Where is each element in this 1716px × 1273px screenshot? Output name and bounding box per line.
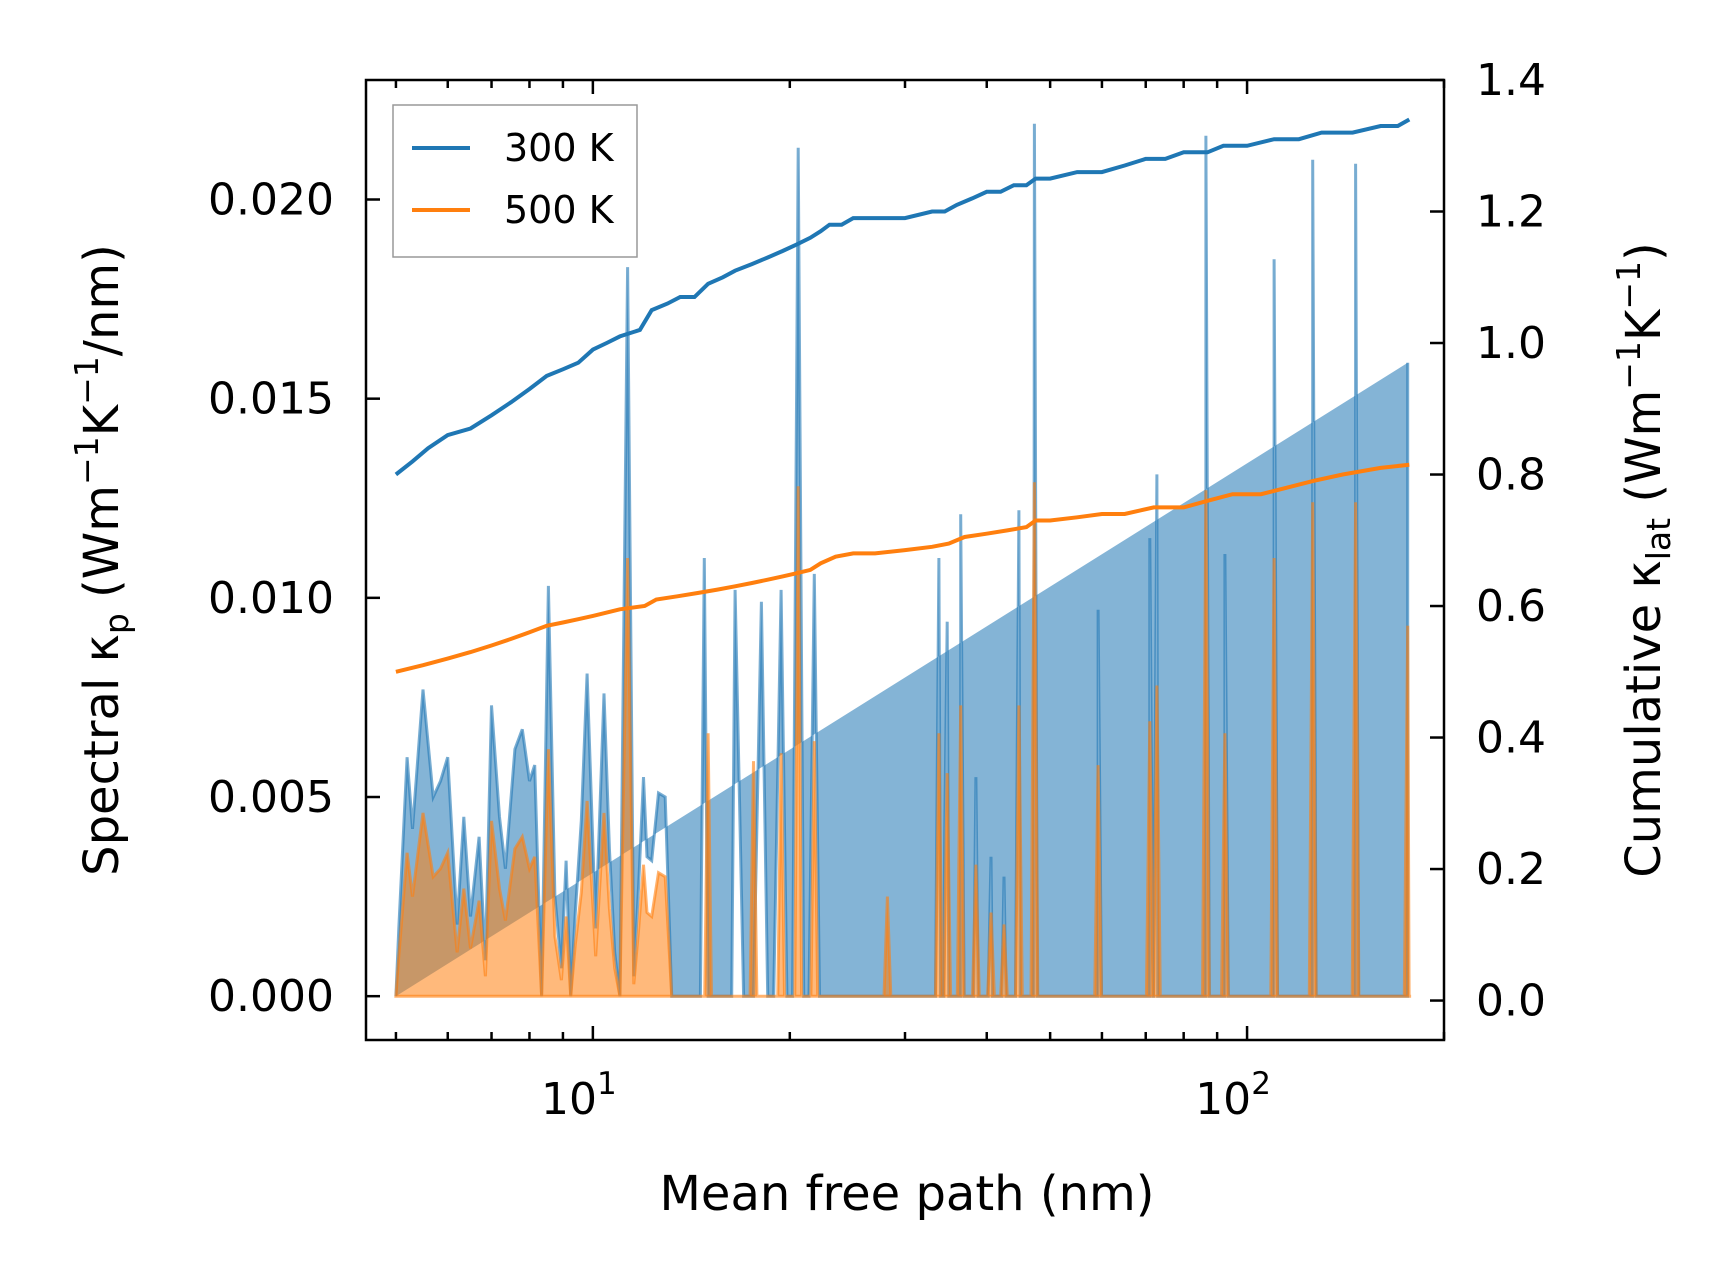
left-ytick-label: 0.015 xyxy=(208,374,334,425)
xtick-label: 102 xyxy=(1195,1066,1271,1125)
legend-label: 500 K xyxy=(504,188,615,232)
right-y-axis-label: Cumulative κlat (Wm−1K−1) xyxy=(1609,242,1678,878)
axis-text: 0.000 0.005 0.010 0.015 0.020 0.0 0.2 0.4 0.6 0.8… xyxy=(67,55,1678,1222)
xtick-label: 101 xyxy=(541,1066,617,1125)
right-ytick-label: 0.6 xyxy=(1476,581,1546,632)
left-ytick-label: 0.020 xyxy=(208,175,334,226)
right-ytick-label: 1.0 xyxy=(1476,318,1546,369)
legend: 300 K 500 K xyxy=(392,104,638,258)
cumulative-line-500k xyxy=(395,462,1410,674)
right-ytick-label: 0.0 xyxy=(1476,976,1546,1027)
x-axis-label: Mean free path (nm) xyxy=(660,1166,1155,1222)
left-y-axis-label: Spectral κp (Wm−1K−1/nm) xyxy=(67,244,136,876)
axes xyxy=(364,78,1446,1042)
legend-label: 300 K xyxy=(504,126,615,170)
cumulative-line-300k xyxy=(394,117,1411,477)
cumulative-lines xyxy=(394,117,1411,674)
spectral-fills xyxy=(394,123,1412,998)
right-ytick-label: 0.4 xyxy=(1476,713,1546,764)
left-ytick-label: 0.010 xyxy=(208,573,334,624)
right-ytick-label: 0.2 xyxy=(1476,844,1546,895)
spectral-area-500k xyxy=(394,482,1412,998)
left-ytick-label: 0.005 xyxy=(208,772,334,823)
left-ytick-label: 0.000 xyxy=(208,971,334,1022)
legend-box xyxy=(392,104,638,258)
right-ytick-label: 0.8 xyxy=(1476,450,1546,501)
right-ytick-label: 1.4 xyxy=(1476,55,1546,106)
right-ytick-label: 1.2 xyxy=(1476,187,1546,238)
